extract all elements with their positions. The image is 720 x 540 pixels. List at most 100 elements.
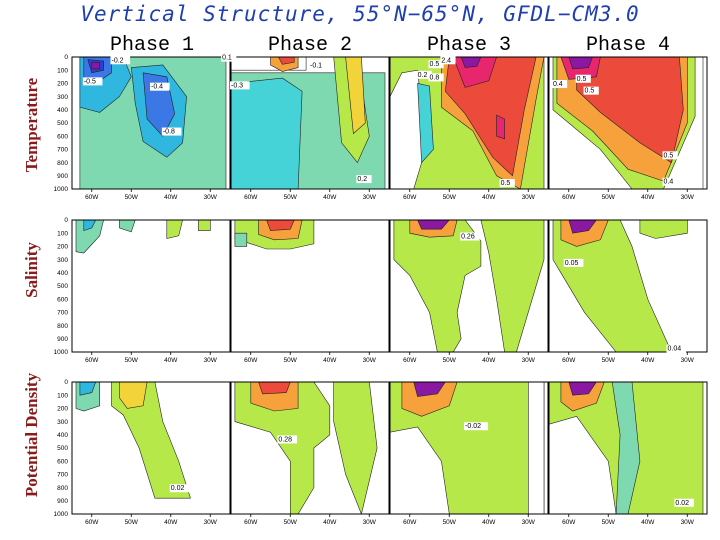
contour-label: 0.5	[430, 61, 440, 68]
contour-region	[79, 382, 97, 396]
contour-label-bg	[150, 82, 170, 91]
contour-region	[496, 114, 505, 140]
panel-frame	[548, 381, 708, 515]
panel-r0-c0	[72, 57, 230, 189]
contour-label-bg	[161, 127, 182, 136]
contour-region	[611, 382, 641, 514]
y-tick-label: 500	[57, 445, 68, 452]
x-tick-label: 40W	[641, 357, 655, 364]
panel-r1-c0	[72, 220, 230, 352]
panel-r1-c3	[549, 220, 707, 352]
contour-region	[460, 57, 482, 68]
contour-label: 0.28	[278, 436, 292, 443]
y-tick-label: 300	[57, 94, 68, 101]
x-tick-label: 30W	[363, 357, 377, 364]
y-tick-label: 400	[57, 107, 68, 114]
x-tick-label: 50W	[443, 519, 457, 526]
contour-label-bg	[460, 232, 480, 241]
contour-region	[266, 220, 295, 231]
x-tick-label: 30W	[681, 519, 695, 526]
x-tick-label: 60W	[244, 357, 258, 364]
contour-label-bg	[277, 435, 297, 444]
x-tick-label: 30W	[681, 194, 695, 201]
x-tick-label: 30W	[363, 194, 377, 201]
y-tick-label: 800	[57, 485, 68, 492]
contour-region	[480, 220, 545, 352]
contour-label: 2.4	[441, 57, 451, 64]
panel-frame	[389, 219, 549, 353]
contour-label-bg	[583, 86, 599, 95]
phase-2-label: Phase 2	[267, 34, 352, 57]
contour-region	[231, 77, 303, 189]
x-tick-label: 60W	[85, 519, 99, 526]
contour-label-bg	[82, 77, 103, 86]
x-tick-label: 40W	[482, 357, 496, 364]
contour-region	[568, 57, 593, 70]
panel-r0-c1	[231, 57, 389, 189]
contour-region	[390, 426, 450, 514]
x-tick-label: 40W	[323, 357, 337, 364]
x-tick-label: 30W	[363, 519, 377, 526]
y-tick-label: 800	[57, 160, 68, 167]
panel-frame	[71, 381, 231, 515]
contour-label-bg	[662, 177, 678, 186]
contour-region	[345, 57, 366, 135]
x-tick-label: 30W	[204, 357, 218, 364]
contour-region	[639, 220, 688, 239]
contour-label: 0.04	[668, 346, 682, 353]
x-tick-label: 40W	[323, 519, 337, 526]
y-tick-label: 100	[57, 392, 68, 399]
panel-r2-c3	[549, 382, 707, 514]
x-tick-label: 50W	[284, 194, 298, 201]
x-tick-label: 40W	[164, 519, 178, 526]
x-tick-label: 50W	[602, 519, 616, 526]
phase-1-label: Phase 1	[109, 34, 194, 57]
panel-frame	[230, 56, 390, 190]
contour-label: 0.1	[222, 55, 232, 62]
y-tick-label: 200	[57, 406, 68, 413]
chart-title: Vertical Structure, 55°N−65°N, GFDL−CM3.…	[80, 2, 640, 26]
contour-label-bg	[666, 344, 687, 353]
contour-label-bg	[230, 81, 250, 90]
x-tick-label: 60W	[244, 194, 258, 201]
x-tick-label: 60W	[562, 194, 576, 201]
contour-label: 0.2	[418, 72, 428, 79]
contour-label: -0.1	[310, 63, 322, 70]
contour-label: 0.8	[430, 74, 440, 81]
contour-label: 0.05	[565, 260, 579, 267]
x-tick-label: 30W	[522, 357, 536, 364]
y-tick-label: 1000	[54, 349, 69, 356]
panel-frame	[71, 219, 231, 353]
contour-region	[278, 57, 295, 65]
x-tick-label: 40W	[164, 194, 178, 201]
x-tick-label: 60W	[244, 519, 258, 526]
contour-label-bg	[221, 53, 237, 62]
panel-r0-c2	[390, 57, 548, 189]
x-tick-label: 50W	[443, 194, 457, 201]
contour-region	[111, 382, 191, 499]
contour-label-bg	[428, 73, 444, 82]
panel-r2-c0	[72, 382, 230, 514]
y-tick-label: 700	[57, 147, 68, 154]
contour-label: -0.4	[151, 84, 163, 91]
contour-label-bg	[499, 179, 515, 188]
y-tick-label: 800	[57, 323, 68, 330]
y-tick-label: 700	[57, 472, 68, 479]
contour-region	[234, 232, 248, 247]
x-tick-label: 50W	[443, 357, 457, 364]
panel-r0-c3	[549, 57, 707, 189]
contour-label-bg	[440, 56, 456, 65]
x-tick-label: 60W	[403, 194, 417, 201]
contour-region	[417, 220, 450, 230]
contour-region	[198, 220, 211, 231]
x-tick-label: 50W	[125, 357, 139, 364]
contour-label: 0.4	[553, 81, 563, 88]
contour-region	[568, 382, 597, 396]
x-tick-label: 30W	[681, 357, 695, 364]
contour-region	[119, 382, 148, 409]
y-tick-label: 200	[57, 81, 68, 88]
contour-label-bg	[464, 422, 489, 431]
y-tick-label: 200	[57, 244, 68, 251]
x-tick-label: 30W	[522, 519, 536, 526]
